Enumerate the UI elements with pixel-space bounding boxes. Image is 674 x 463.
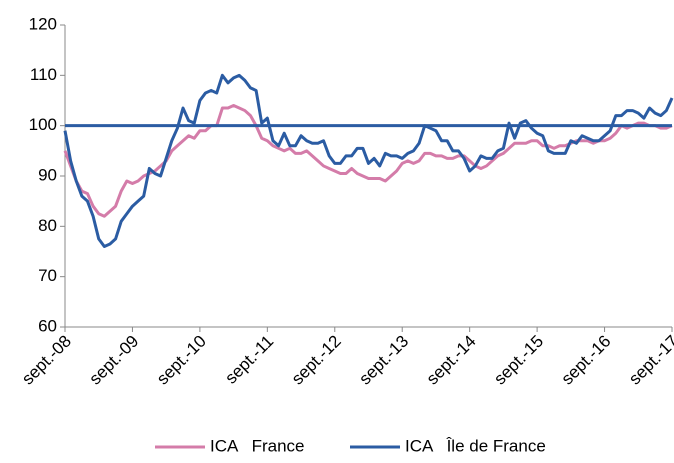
y-tick-label: 60 <box>38 316 57 335</box>
series-line <box>63 73 674 248</box>
x-tick-label: sept.-09 <box>86 332 143 389</box>
y-tick-label: 90 <box>38 165 57 184</box>
x-tick-label: sept.-15 <box>490 332 547 389</box>
y-tick-label: 100 <box>29 115 57 134</box>
y-tick-label: 110 <box>30 65 57 84</box>
x-tick-label: sept.-11 <box>221 332 277 388</box>
legend-label: ICA France <box>210 436 304 455</box>
x-tick-label: sept.-08 <box>18 332 75 389</box>
x-tick-label: sept.-13 <box>355 332 412 389</box>
x-tick-label: sept.-10 <box>153 332 210 389</box>
x-tick-label: sept.-14 <box>423 332 480 389</box>
legend-label: ICA Île de France <box>405 436 546 455</box>
x-tick-label: sept.-12 <box>288 332 345 389</box>
y-tick-label: 70 <box>38 266 57 285</box>
y-tick-label: 80 <box>38 216 57 235</box>
y-tick-label: 120 <box>29 14 57 33</box>
x-tick-label: sept.-16 <box>558 332 615 389</box>
x-tick-label: sept.-17 <box>625 332 674 389</box>
